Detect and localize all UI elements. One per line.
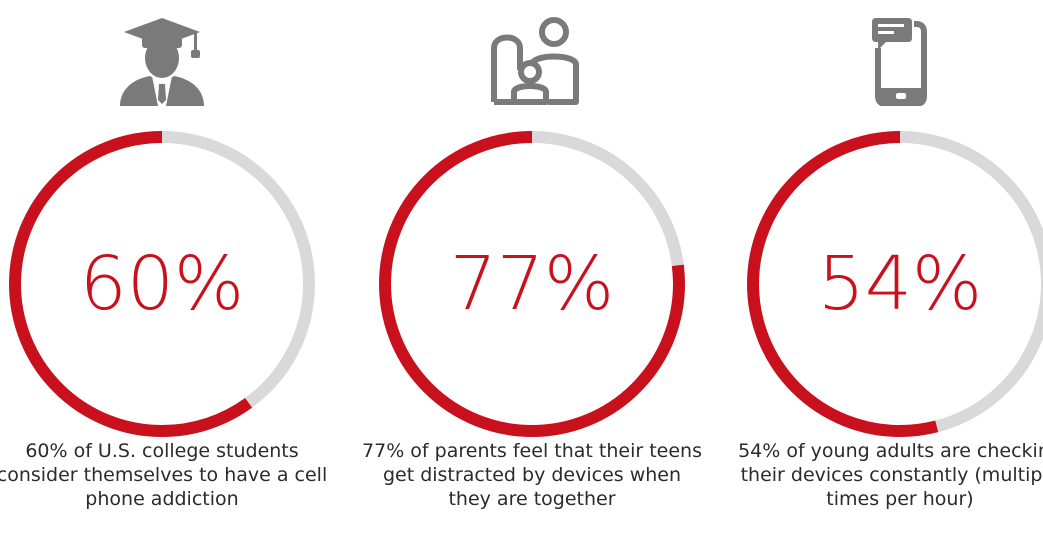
donut-percent-label: 77% <box>450 241 614 327</box>
donut-54: 54% <box>740 124 1043 444</box>
donut-chart: 60% <box>9 131 315 437</box>
donut-value-arc <box>747 131 1043 437</box>
caption: 60% of U.S. college students consider th… <box>0 440 328 510</box>
family-icon <box>372 14 692 106</box>
donut-percent-label: 60% <box>80 241 244 327</box>
stat-college-students: 60% 60% of U.S. college students conside… <box>0 0 327 547</box>
donut-percent-label: 54% <box>818 241 982 327</box>
donut-chart: 77% <box>379 131 685 437</box>
donut-value-arc <box>9 131 315 437</box>
donut-60: 60% <box>2 124 322 444</box>
graduate-icon <box>2 14 322 106</box>
donut-chart: 54% <box>747 131 1043 437</box>
caption: 77% of parents feel that their teens get… <box>362 440 702 510</box>
caption: 54% of young adults are checking their d… <box>738 440 1043 510</box>
smartphone-message-icon <box>740 14 1043 106</box>
donut-77: 77% <box>372 124 692 444</box>
stat-parents: 77% 77% of parents feel that their teens… <box>362 0 702 547</box>
donut-value-arc <box>379 131 685 437</box>
stat-young-adults: 54% 54% of young adults are checking the… <box>738 0 1043 547</box>
